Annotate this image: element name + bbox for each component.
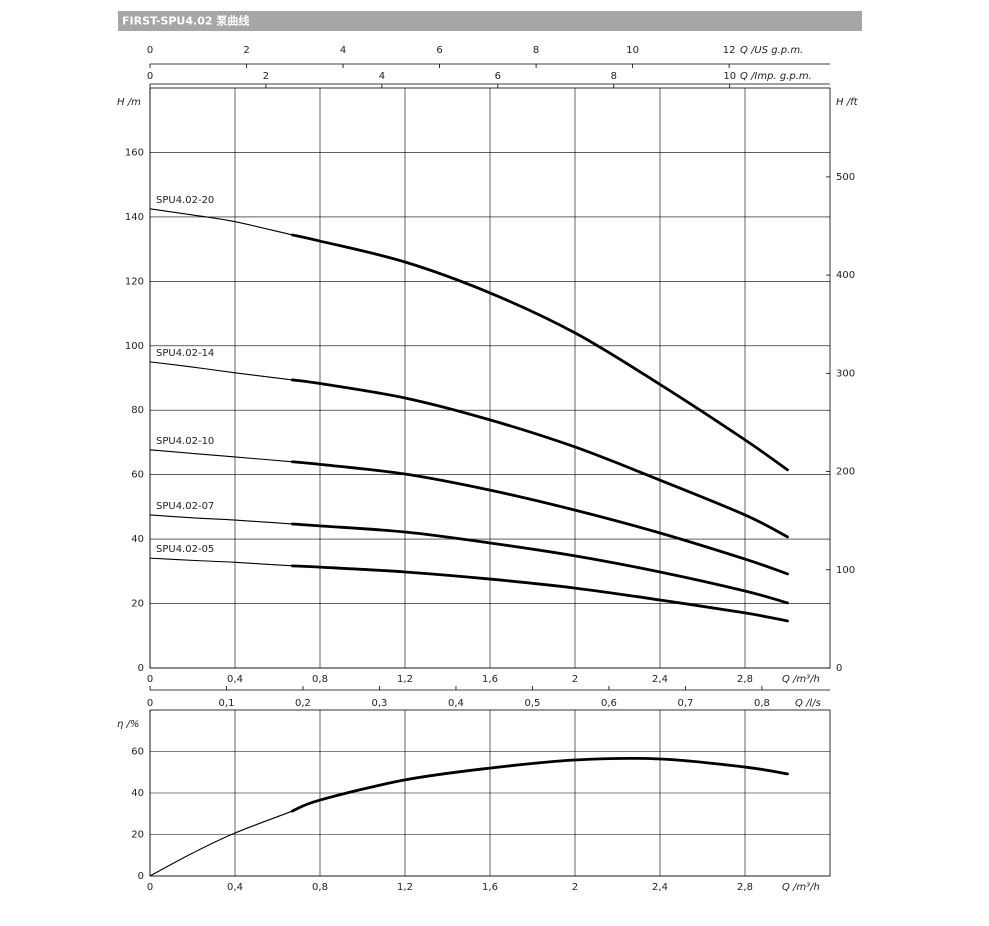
curve-operating [290, 233, 789, 472]
series-label: SPU4.02-14 [156, 348, 214, 359]
secondary-tick-label: 0,3 [372, 698, 388, 709]
curve-thin [149, 361, 788, 538]
series-label: SPU4.02-07 [156, 501, 214, 512]
secondary-tick-label: 6 [495, 71, 501, 82]
x-tick-label: 0,8 [312, 882, 328, 893]
y-tick-label: 80 [131, 405, 144, 416]
secondary-tick-label: 0 [147, 45, 153, 56]
y-axis-label: η /% [117, 719, 139, 730]
curve-thin [149, 514, 788, 604]
x-tick-label: 0,4 [227, 674, 243, 685]
y-tick-label: 100 [125, 341, 144, 352]
y2-tick-label: 300 [836, 368, 855, 379]
y2-axis-label: H /ft [836, 97, 859, 108]
x-tick-label: 1,6 [482, 882, 498, 893]
y2-tick-label: 100 [836, 565, 855, 576]
plot-frame [149, 87, 831, 669]
curve-thin [149, 449, 788, 575]
secondary-tick-label: 12 [723, 45, 736, 56]
secondary-tick-label: 0 [147, 71, 153, 82]
curve-operating [290, 564, 789, 623]
secondary-tick-label: 4 [340, 45, 346, 56]
y-tick-label: 20 [131, 830, 144, 841]
x-axis-label: Q /m³/h [782, 674, 820, 685]
secondary-tick-label: 10 [626, 45, 639, 56]
secondary-tick-label: 4 [379, 71, 385, 82]
x-tick-label: 0 [147, 674, 153, 685]
secondary-axis-label: Q /US g.p.m. [740, 45, 803, 56]
x-axis-label: Q /m³/h [782, 882, 820, 893]
curve-operating [290, 522, 789, 605]
x-tick-label: 2 [572, 882, 578, 893]
y2-tick-label: 0 [836, 663, 842, 674]
y2-tick-label: 400 [836, 270, 855, 281]
series-label: SPU4.02-10 [156, 436, 214, 447]
secondary-tick-label: 0,8 [754, 698, 770, 709]
x-tick-label: 0 [147, 882, 153, 893]
y-tick-label: 140 [125, 212, 144, 223]
x-tick-label: 1,2 [397, 674, 413, 685]
x-tick-label: 2,4 [652, 882, 668, 893]
curve-operating [290, 460, 789, 576]
secondary-tick-label: 8 [533, 45, 539, 56]
x-tick-label: 0,8 [312, 674, 328, 685]
y-tick-label: 60 [131, 470, 144, 481]
secondary-tick-label: 0,4 [448, 698, 464, 709]
series-label: SPU4.02-20 [156, 195, 214, 206]
curve-thin [149, 757, 788, 877]
y-tick-label: 40 [131, 788, 144, 799]
y-tick-label: 20 [131, 599, 144, 610]
y-axis-label: H /m [117, 97, 141, 108]
secondary-tick-label: 2 [243, 45, 249, 56]
secondary-tick-label: 0,7 [677, 698, 693, 709]
x-tick-label: 2,8 [737, 674, 753, 685]
series-label: SPU4.02-05 [156, 544, 214, 555]
curve-operating [290, 378, 789, 539]
secondary-tick-label: 0,1 [219, 698, 235, 709]
plot-frame [149, 709, 831, 877]
x-tick-label: 2 [572, 674, 578, 685]
y-tick-label: 160 [125, 147, 144, 158]
secondary-axis-label: Q /l/s [795, 698, 821, 709]
secondary-tick-label: 6 [436, 45, 442, 56]
header-bar [118, 11, 862, 31]
y2-tick-label: 200 [836, 467, 855, 478]
secondary-axis-label: Q /Imp. g.p.m. [740, 71, 812, 82]
y-tick-label: 40 [131, 534, 144, 545]
x-tick-label: 0,4 [227, 882, 243, 893]
x-tick-label: 1,2 [397, 882, 413, 893]
y-tick-label: 60 [131, 747, 144, 758]
curve-thin [149, 557, 788, 622]
secondary-tick-label: 0,2 [295, 698, 311, 709]
y-tick-label: 0 [138, 871, 144, 882]
x-tick-label: 2,4 [652, 674, 668, 685]
y2-tick-label: 500 [836, 172, 855, 183]
x-tick-label: 1,6 [482, 674, 498, 685]
secondary-tick-label: 8 [611, 71, 617, 82]
y-tick-label: 0 [138, 663, 144, 674]
secondary-tick-label: 0 [147, 698, 153, 709]
curve-operating [290, 756, 789, 813]
curve-thin [149, 208, 788, 471]
secondary-tick-label: 10 [723, 71, 736, 82]
secondary-tick-label: 0,6 [601, 698, 617, 709]
header-title: FIRST-SPU4.02 泵曲线 [122, 14, 249, 28]
secondary-tick-label: 2 [263, 71, 269, 82]
secondary-tick-label: 0,5 [524, 698, 540, 709]
y-tick-label: 120 [125, 276, 144, 287]
x-tick-label: 2,8 [737, 882, 753, 893]
